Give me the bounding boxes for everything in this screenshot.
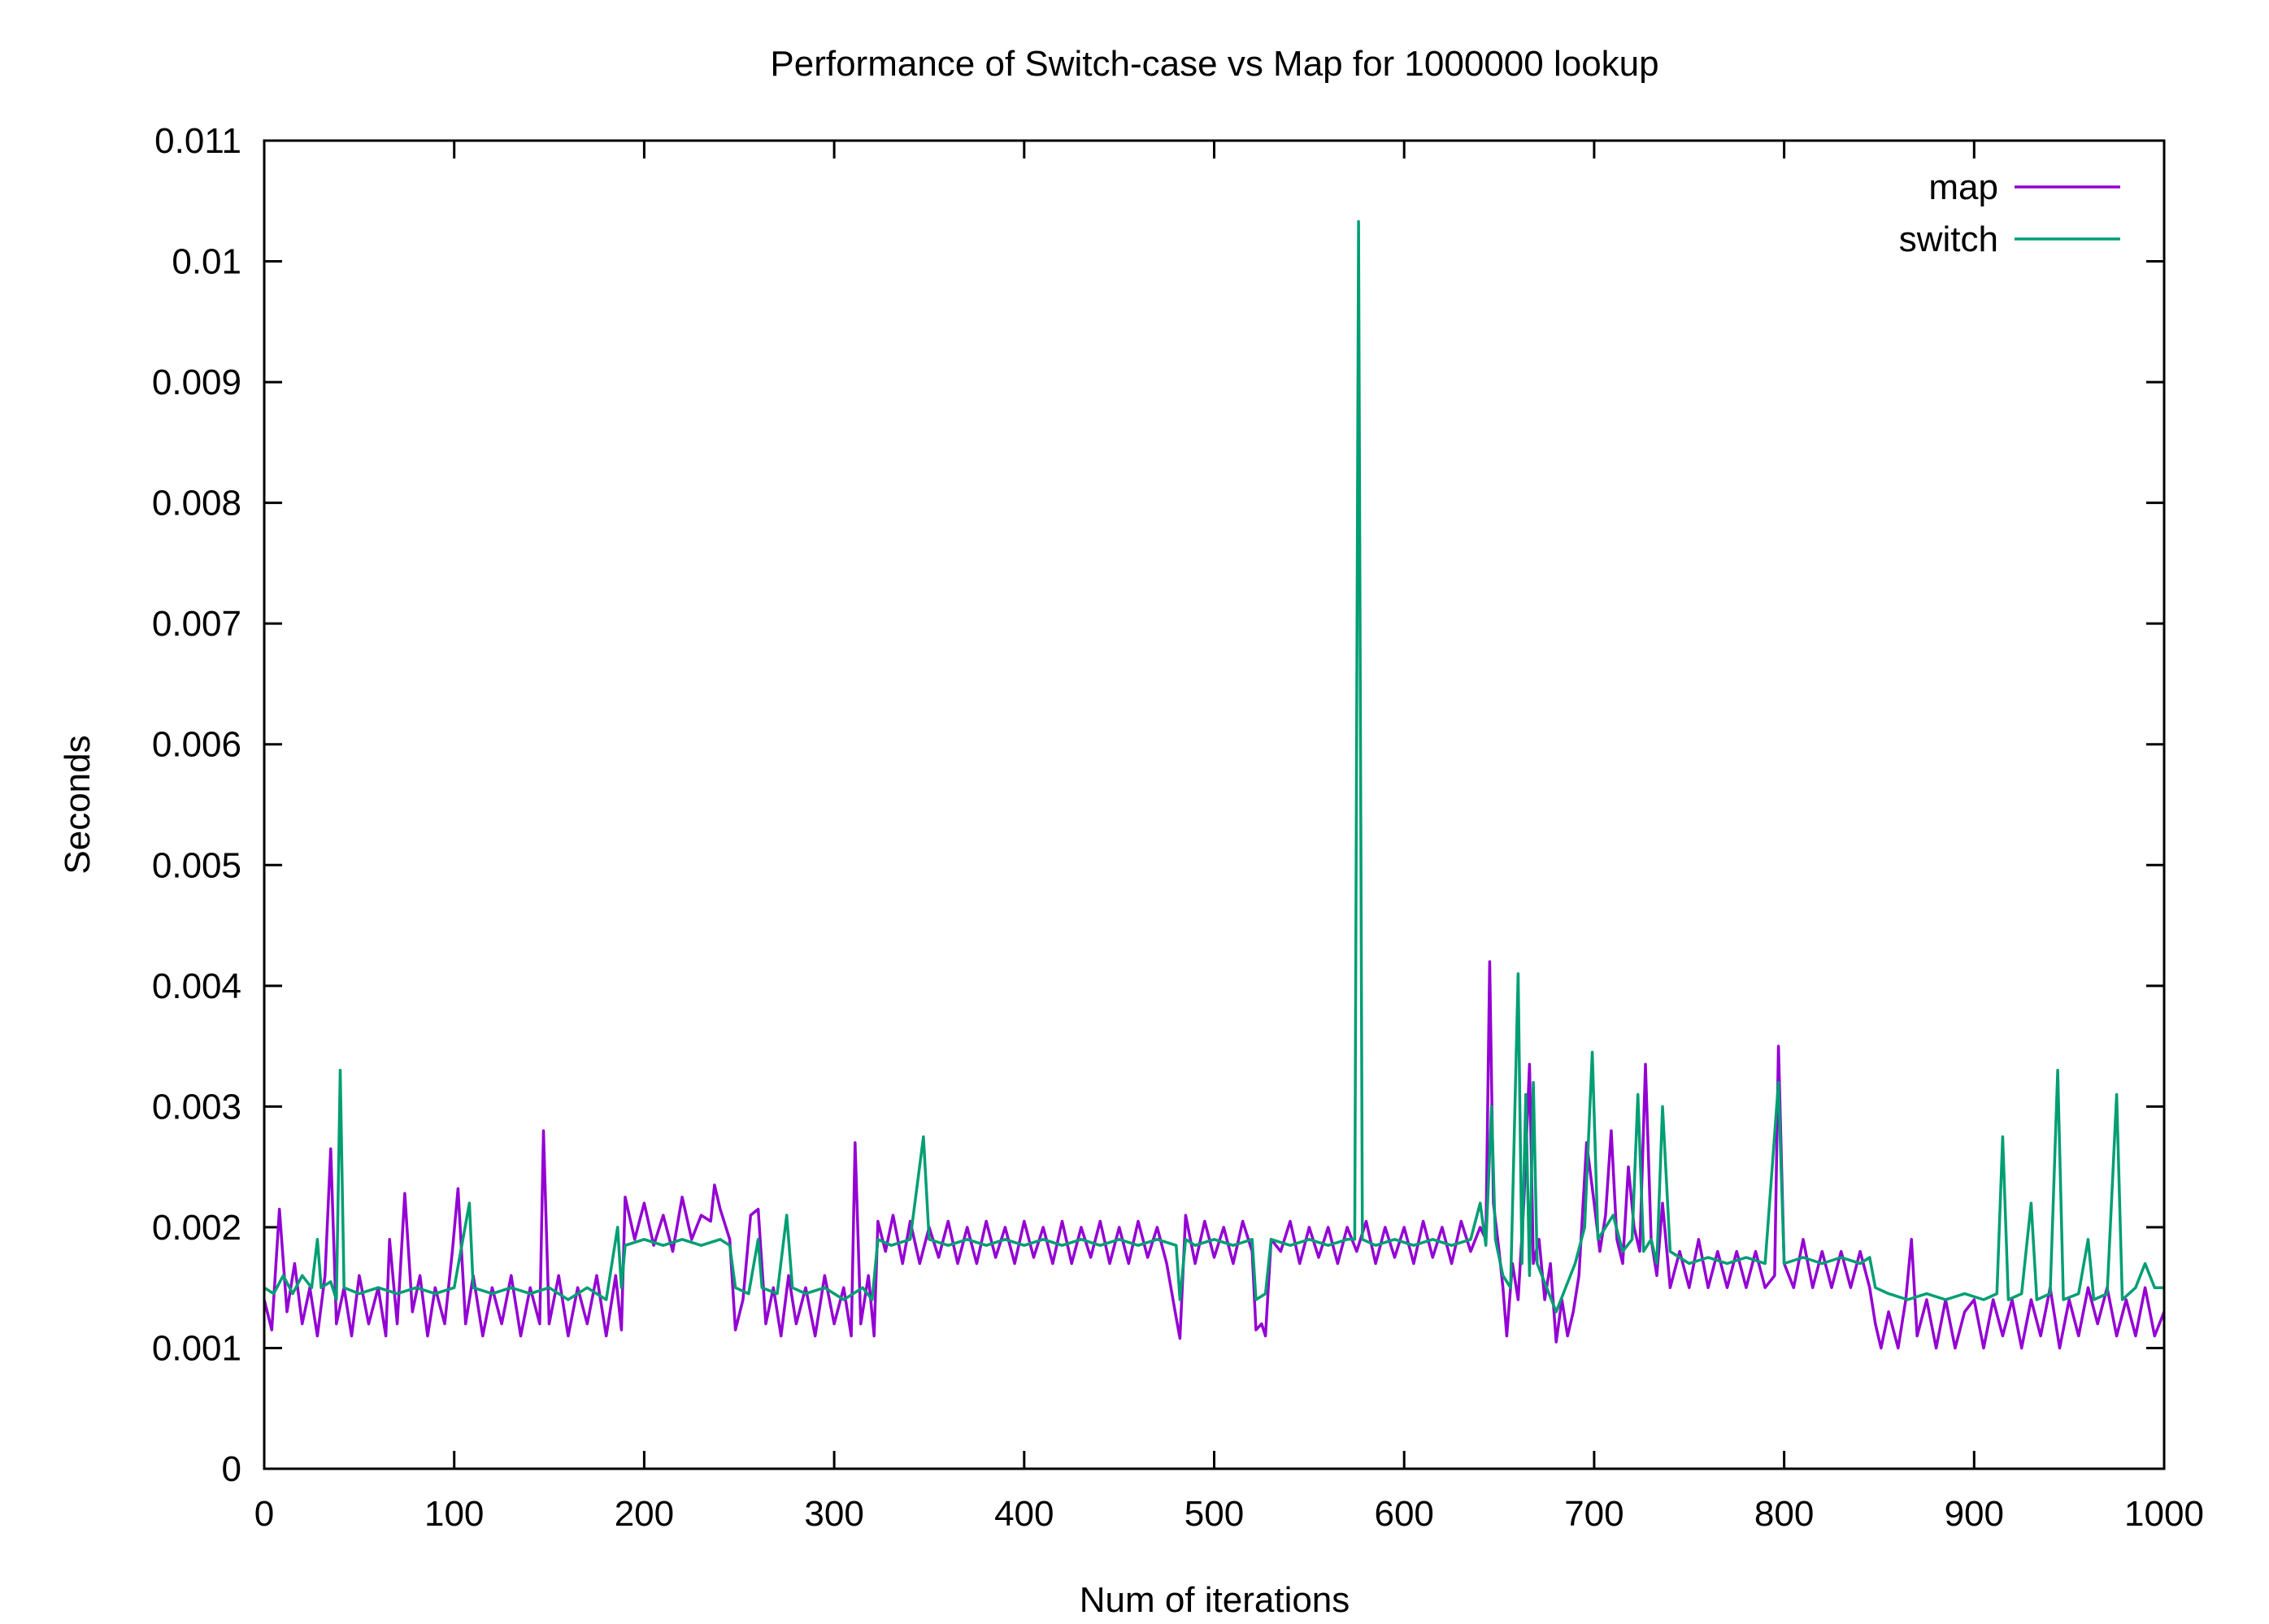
x-tick-label: 0 bbox=[254, 1494, 274, 1534]
y-axis-label: Seconds bbox=[58, 735, 98, 874]
x-tick-label: 100 bbox=[424, 1494, 484, 1534]
series-line-map bbox=[263, 960, 2166, 1350]
x-tick-label: 400 bbox=[994, 1494, 1054, 1534]
y-tick-label: 0.005 bbox=[152, 845, 241, 885]
y-tick-label: 0.003 bbox=[152, 1087, 241, 1127]
y-tick-label: 0.009 bbox=[152, 363, 241, 402]
x-tick-label: 200 bbox=[615, 1494, 674, 1534]
y-tick-label: 0.006 bbox=[152, 725, 241, 765]
y-tick-label: 0.007 bbox=[152, 604, 241, 644]
y-tick-label: 0.01 bbox=[172, 242, 241, 282]
y-tick-label: 0.002 bbox=[152, 1208, 241, 1248]
plot-frame bbox=[263, 139, 2166, 1470]
y-tick-label: 0.001 bbox=[152, 1328, 241, 1368]
y-tick-label: 0.011 bbox=[154, 121, 241, 161]
series-line-switch bbox=[263, 219, 2164, 1314]
x-tick-label: 1000 bbox=[2124, 1494, 2204, 1534]
chart-title: Performance of Switch-case vs Map for 10… bbox=[770, 44, 1658, 84]
y-tick-label: 0.008 bbox=[152, 484, 241, 523]
x-tick-label: 600 bbox=[1374, 1494, 1433, 1534]
x-tick-label: 800 bbox=[1754, 1494, 1814, 1534]
plot-lines bbox=[263, 219, 2166, 1350]
x-tick-label: 300 bbox=[804, 1494, 863, 1534]
axis-ticks: 0 100 200 300 400 500 600 700 800 900 1000 0 0.001 0.… bbox=[152, 121, 2204, 1534]
x-tick-label: 900 bbox=[1945, 1494, 2004, 1534]
legend: map switch bbox=[1899, 167, 2120, 259]
legend-label-switch: switch bbox=[1899, 219, 1998, 259]
x-axis-label: Num of iterations bbox=[1080, 1580, 1350, 1620]
legend-label-map: map bbox=[1928, 167, 1998, 207]
x-tick-label: 500 bbox=[1184, 1494, 1244, 1534]
x-tick-label: 700 bbox=[1564, 1494, 1624, 1534]
y-tick-label: 0 bbox=[222, 1449, 241, 1489]
y-tick-label: 0.004 bbox=[152, 966, 241, 1006]
